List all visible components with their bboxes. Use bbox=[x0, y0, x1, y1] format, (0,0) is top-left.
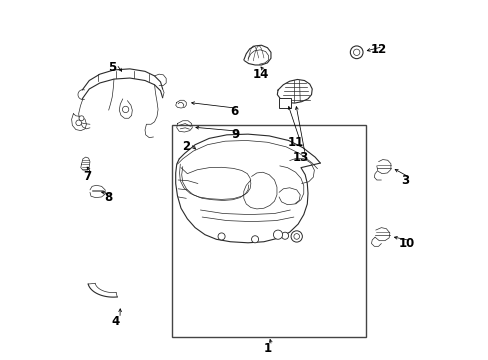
Text: 13: 13 bbox=[292, 150, 308, 163]
Circle shape bbox=[290, 231, 302, 242]
Text: 9: 9 bbox=[231, 128, 239, 141]
Text: 11: 11 bbox=[287, 136, 303, 149]
Circle shape bbox=[218, 233, 224, 240]
Text: 4: 4 bbox=[111, 315, 120, 328]
Circle shape bbox=[76, 120, 81, 126]
Circle shape bbox=[79, 116, 84, 121]
Circle shape bbox=[353, 49, 359, 55]
Circle shape bbox=[281, 232, 288, 239]
Circle shape bbox=[251, 236, 258, 243]
Circle shape bbox=[122, 106, 128, 113]
Bar bbox=[172, 125, 366, 337]
Text: 10: 10 bbox=[398, 237, 414, 250]
Text: 6: 6 bbox=[229, 105, 238, 118]
Circle shape bbox=[293, 234, 299, 239]
Text: 8: 8 bbox=[104, 191, 113, 204]
Bar bbox=[278, 98, 291, 108]
Circle shape bbox=[349, 46, 362, 59]
Text: 1: 1 bbox=[263, 342, 271, 355]
Circle shape bbox=[273, 230, 282, 239]
Text: 14: 14 bbox=[252, 68, 268, 81]
Text: 5: 5 bbox=[108, 60, 116, 73]
Text: 2: 2 bbox=[182, 140, 190, 153]
Text: 3: 3 bbox=[400, 174, 408, 186]
Text: 7: 7 bbox=[83, 170, 91, 183]
Text: 12: 12 bbox=[370, 43, 386, 56]
